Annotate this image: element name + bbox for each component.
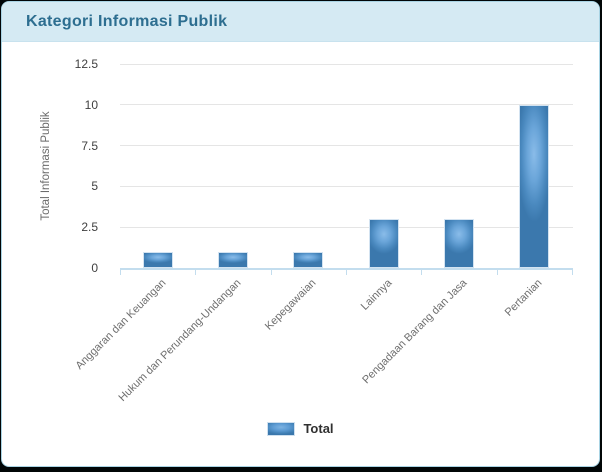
- x-category-label: Hukum dan Perundang-Undangan: [116, 277, 244, 404]
- x-axis-tick: [496, 268, 498, 275]
- x-axis-tick: [346, 268, 347, 275]
- gridline: [120, 226, 573, 228]
- y-tick-label: 2.5: [81, 220, 98, 235]
- gridline: [120, 63, 573, 65]
- gridline: [120, 104, 573, 106]
- bar-lainnya[interactable]: [368, 219, 399, 268]
- legend[interactable]: Total: [2, 421, 599, 436]
- page-title: Kategori Informasi Publik: [26, 12, 228, 30]
- y-axis-title: Total Informasi Publik: [40, 111, 52, 221]
- bar-pertanian[interactable]: [519, 105, 550, 268]
- x-category-label: Anggaran dan Keuangan: [73, 277, 169, 372]
- bar-chart: Total Informasi Publik Total 0 2.5 5 7.5 10 1…: [2, 42, 599, 466]
- x-axis-tick: [195, 268, 197, 275]
- x-axis-tick: [270, 268, 272, 275]
- x-axis-tick: [421, 268, 423, 275]
- x-axis-tick: [572, 268, 573, 275]
- x-category-label: Lainnya: [358, 277, 395, 313]
- bar-anggaran-dan-keuangan[interactable]: [142, 252, 173, 268]
- x-category-label: Pengadaan Barang dan Jasa: [360, 277, 470, 387]
- x-category-label: Kepegawaian: [263, 277, 319, 333]
- y-tick-label: 0: [91, 261, 98, 275]
- y-tick-label: 12.5: [74, 57, 98, 71]
- y-tick-label: 5: [91, 179, 98, 194]
- x-axis-tick: [120, 268, 121, 275]
- y-tick-label: 7.5: [81, 138, 98, 153]
- gridline: [120, 145, 573, 147]
- bar-kepegawaian[interactable]: [293, 252, 324, 268]
- legend-swatch-total: [267, 421, 296, 436]
- y-tick-label: 10: [84, 97, 98, 112]
- gridline: [120, 185, 573, 187]
- card-header: Kategori Informasi Publik: [2, 2, 599, 42]
- bar-pengadaan-barang-dan-jasa[interactable]: [444, 219, 474, 268]
- x-category-label: Pertanian: [503, 277, 545, 319]
- legend-label-total: Total: [303, 421, 334, 436]
- bar-hukum-dan-perundang-undangan[interactable]: [218, 252, 248, 268]
